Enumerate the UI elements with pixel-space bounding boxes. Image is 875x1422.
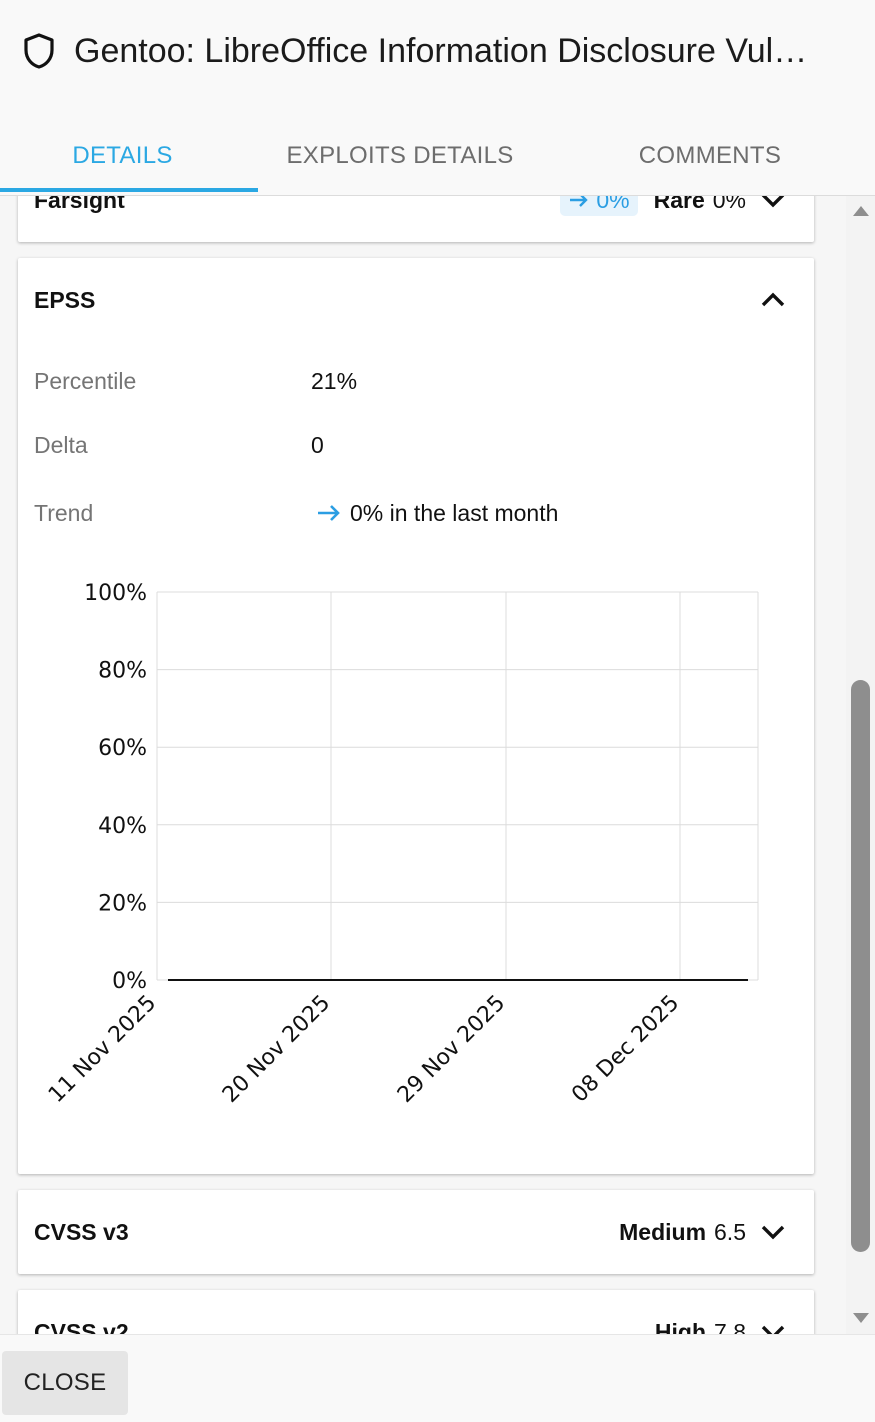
tab-details[interactable]: DETAILS: [72, 142, 173, 169]
chart-y-tick-label: 100%: [84, 581, 147, 606]
cvss2-card-header[interactable]: CVSS v2 High 7.8: [18, 1290, 814, 1334]
trend-label: Trend: [34, 499, 94, 526]
chevron-down-icon[interactable]: [760, 1224, 786, 1240]
chart-y-tick-label: 60%: [98, 736, 147, 761]
percentile-label: Percentile: [34, 367, 137, 394]
chart-x-tick-label: 20 Nov 2025: [218, 991, 335, 1108]
cvss2-severity: High: [654, 1318, 707, 1335]
epss-card: EPSS Percentile 21% Delta 0 Trend 0% in …: [18, 258, 814, 1174]
scroll-down-arrow-icon[interactable]: [852, 1311, 870, 1325]
epss-card-header[interactable]: EPSS: [18, 258, 814, 342]
chart-y-tick-label: 40%: [98, 814, 147, 839]
chart-y-tick-label: 20%: [98, 891, 147, 916]
cvss2-title: CVSS v2: [34, 1318, 129, 1335]
cvss2-score: 7.8: [714, 1318, 746, 1335]
percentile-value: 21%: [311, 367, 358, 394]
epss-title: EPSS: [34, 286, 96, 313]
cvss3-title: CVSS v3: [34, 1218, 129, 1245]
chart-x-tick-label: 08 Dec 2025: [567, 991, 684, 1108]
farsight-rarity-value: 0%: [712, 196, 746, 213]
chevron-down-icon[interactable]: [760, 1324, 786, 1334]
farsight-summary: 0% Rare 0%: [560, 196, 786, 242]
chevron-up-icon[interactable]: [760, 292, 786, 308]
epss-collapse[interactable]: [746, 258, 786, 342]
tab-exploits-details[interactable]: EXPLOITS DETAILS: [286, 142, 514, 169]
shield-icon: [24, 33, 54, 69]
cvss3-summary: Medium 6.5: [619, 1190, 786, 1274]
title-row: Gentoo: LibreOffice Information Disclosu…: [22, 28, 852, 74]
farsight-card[interactable]: Farsight 0% Rare 0%: [18, 196, 814, 242]
cvss2-card[interactable]: CVSS v2 High 7.8: [18, 1290, 814, 1334]
close-button[interactable]: CLOSE: [2, 1351, 128, 1415]
tab-bar: DETAILS EXPLOITS DETAILS COMMENTS: [0, 118, 875, 196]
cvss3-card-header[interactable]: CVSS v3 Medium 6.5: [18, 1190, 814, 1274]
cvss3-card[interactable]: CVSS v3 Medium 6.5: [18, 1190, 814, 1274]
cvss2-summary: High 7.8: [655, 1290, 786, 1334]
delta-value: 0: [311, 431, 324, 458]
details-scroll-area[interactable]: Farsight 0% Rare 0% EPSS Percentile 21%: [0, 196, 846, 1334]
epss-row-delta: Delta 0: [34, 430, 794, 460]
tab-comments[interactable]: COMMENTS: [638, 142, 782, 169]
epss-chart: 0% 20% 40% 60% 80% 100% 11 Nov 2025 20 Nov 2025…: [44, 581, 759, 1108]
chart-y-tick-label: 0%: [112, 969, 147, 994]
arrow-right-icon: [570, 196, 589, 207]
chart-x-tick-label: 29 Nov 2025: [393, 991, 510, 1108]
farsight-trend-pill: 0%: [560, 196, 638, 216]
trend-value: 0% in the last month: [350, 499, 559, 526]
chart-x-tick-label: 11 Nov 2025: [44, 991, 161, 1108]
arrow-right-icon: [318, 505, 340, 521]
chart-y-tick-label: 80%: [98, 659, 147, 684]
epss-row-trend: Trend 0% in the last month: [34, 498, 794, 528]
dialog-footer: CLOSE: [0, 1334, 875, 1422]
farsight-rarity-label: Rare: [653, 196, 705, 213]
farsight-card-header[interactable]: Farsight 0% Rare 0%: [18, 196, 814, 242]
epss-row-percentile: Percentile 21%: [34, 366, 794, 396]
farsight-title: Farsight: [34, 196, 125, 213]
chevron-down-icon[interactable]: [760, 196, 786, 208]
scrollbar-thumb[interactable]: [851, 680, 870, 1252]
delta-label: Delta: [34, 431, 88, 458]
dialog-header: Gentoo: LibreOffice Information Disclosu…: [0, 0, 875, 196]
page-title: Gentoo: LibreOffice Information Disclosu…: [74, 31, 808, 70]
active-tab-indicator: [0, 188, 258, 192]
farsight-trend-value: 0%: [596, 196, 630, 213]
cvss3-score: 6.5: [714, 1218, 746, 1245]
scroll-up-arrow-icon[interactable]: [852, 204, 870, 218]
trend-value-wrap: 0% in the last month: [316, 500, 558, 527]
cvss3-severity: Medium: [619, 1218, 707, 1245]
